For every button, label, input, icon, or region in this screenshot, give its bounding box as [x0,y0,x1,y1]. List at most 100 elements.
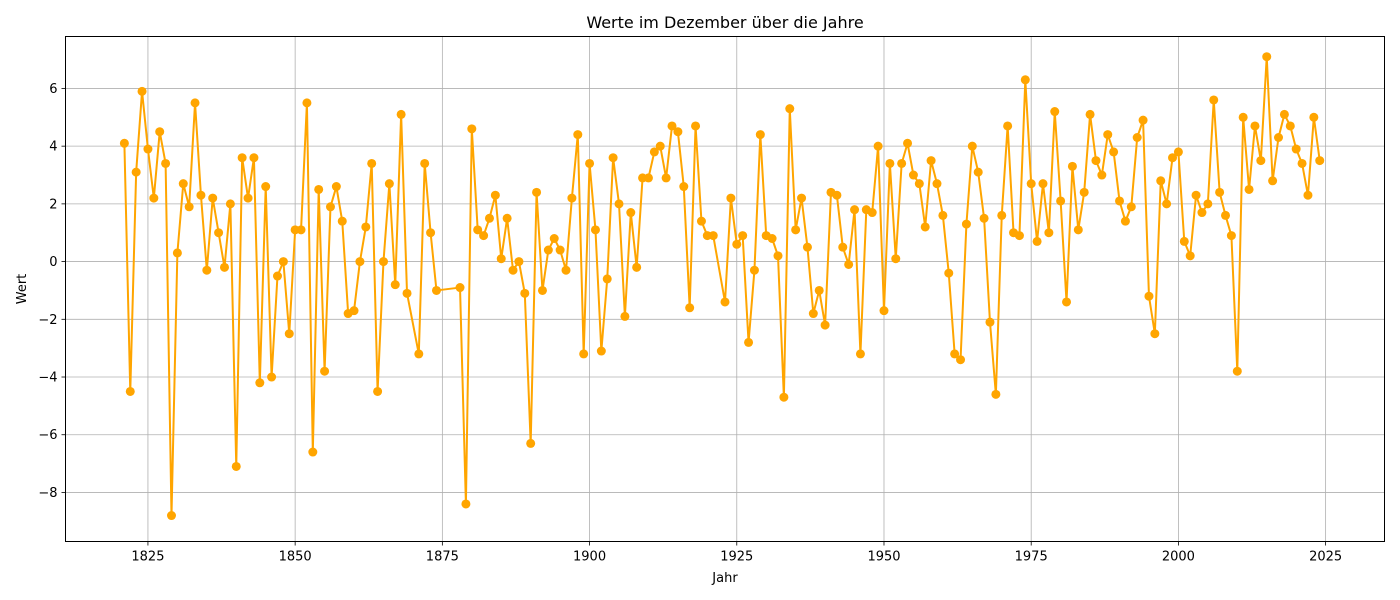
chart-title: Werte im Dezember über die Jahre [586,13,863,32]
data-point [320,366,330,376]
data-point [667,121,677,131]
data-point [1091,156,1101,166]
data-point [149,193,159,203]
data-point [237,153,247,163]
data-point [926,156,936,166]
data-point [1274,133,1284,142]
data-point [143,144,153,154]
data-point [1032,236,1042,246]
data-point [749,265,759,275]
x-axis-label: Jahr [711,571,738,586]
data-point [579,349,589,359]
data-point [178,179,188,189]
data-point [1303,190,1313,200]
data-point [166,511,176,521]
data-point [196,190,206,200]
data-point [1256,156,1266,166]
y-tick-label: 2 [49,197,57,212]
data-point [184,202,194,212]
data-point [885,158,895,168]
data-point [514,257,524,267]
data-point [879,306,889,316]
data-point [1020,75,1030,85]
data-point [873,141,883,151]
x-tick-label: 1975 [1015,550,1048,565]
data-point [573,130,583,140]
x-tick-label: 2025 [1309,550,1342,565]
data-point [903,138,913,148]
data-point [1221,210,1231,220]
data-point [267,372,277,382]
data-point [1085,109,1095,119]
data-point [1209,95,1219,105]
x-tick-label: 2000 [1162,550,1195,565]
data-series [119,52,1325,521]
data-point [190,98,200,108]
data-point [520,288,530,298]
data-point [231,461,241,471]
data-point [938,210,948,220]
data-point [396,109,406,119]
data-point [1109,147,1119,157]
data-point [308,447,318,457]
data-point [708,231,718,241]
data-point [1038,179,1048,189]
data-point [1232,366,1242,376]
data-point [378,257,388,267]
data-point [1203,199,1213,209]
data-point [590,225,600,235]
data-point [649,147,659,157]
data-point [908,170,918,180]
data-point [384,179,394,189]
data-point [1067,161,1077,171]
data-point [696,216,706,226]
data-point [1120,216,1130,226]
data-point [596,346,606,356]
data-point [325,202,335,212]
data-point [1073,225,1083,235]
data-point [155,127,165,137]
data-point [1197,208,1207,218]
data-point [225,199,235,209]
data-point [808,309,818,319]
plot-frame [65,36,1385,542]
data-point [1279,109,1289,119]
data-point [202,265,212,275]
y-tick-label: −8 [38,486,57,501]
data-point [331,182,341,192]
data-point [1162,199,1172,209]
data-point [414,349,424,359]
data-point [249,153,259,163]
data-point [602,274,612,284]
data-point [172,248,182,258]
data-point [302,98,312,108]
data-point [850,205,860,215]
data-point [720,297,730,307]
data-point [755,130,765,140]
y-tick-label: −2 [38,313,57,328]
data-point [897,158,907,168]
data-point [1244,184,1254,194]
data-point [1062,297,1072,307]
x-tick-label: 1950 [867,550,900,565]
data-point [920,222,930,232]
x-tick-label: 1925 [720,550,753,565]
data-point [1156,176,1166,186]
data-point [685,303,695,313]
data-point [944,268,954,278]
data-point [1173,147,1183,157]
data-point [1179,236,1189,246]
data-point [526,438,536,448]
y-tick-label: 6 [49,82,57,97]
data-point [914,179,924,189]
data-point [543,245,553,255]
data-point [296,225,306,235]
data-point [1309,112,1319,122]
data-point [632,262,642,272]
data-point [950,349,960,359]
data-point [991,389,1001,399]
data-point [1103,130,1113,140]
data-point [802,242,812,252]
data-point [979,213,989,223]
